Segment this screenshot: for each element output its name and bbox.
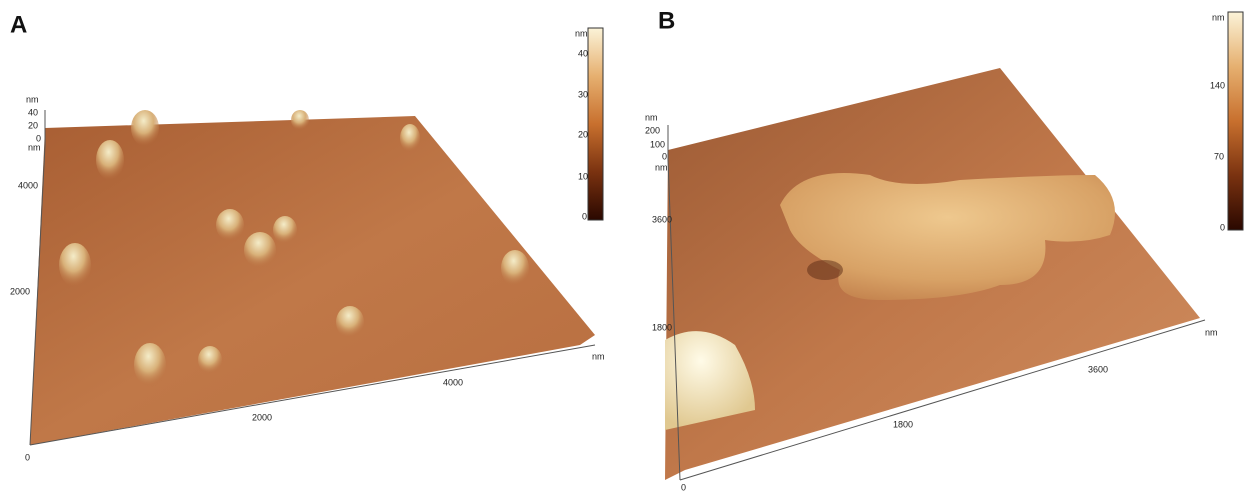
colorbar-tick: 0 [1220, 222, 1225, 232]
x-tick: 2000 [252, 412, 272, 422]
panel-b: B nm 140 70 0 nm 200 100 0 nm 3600 1800 … [645, 7, 1243, 492]
colorbar-tick: 70 [1214, 151, 1224, 161]
panel-label: A [10, 11, 27, 38]
z-tick: 100 [650, 139, 665, 149]
colorbar [1228, 12, 1243, 230]
colorbar-tick: 0 [582, 211, 587, 221]
z-tick: 20 [28, 120, 38, 130]
x-unit: nm [592, 351, 605, 361]
z-unit: nm [645, 112, 658, 122]
shadow [807, 260, 843, 280]
y-tick: 4000 [18, 180, 38, 190]
panel-label: B [658, 7, 675, 34]
y-tick: 3600 [652, 214, 672, 224]
x-tick: 4000 [443, 377, 463, 387]
x-tick: 1800 [893, 419, 913, 429]
figure: A nm 40 30 20 10 0 nm 40 20 0 nm 4000 20… [0, 0, 1245, 492]
x-tick: 0 [681, 482, 686, 492]
y-unit: nm [28, 142, 41, 152]
x-unit: nm [1205, 327, 1218, 337]
panel-a: A nm 40 30 20 10 0 nm 40 20 0 nm 4000 20… [10, 11, 605, 462]
colorbar-unit: nm [1212, 12, 1225, 22]
colorbar-tick: 30 [578, 89, 588, 99]
z-tick: 200 [645, 125, 660, 135]
colorbar-unit: nm [575, 28, 588, 38]
colorbar-tick: 10 [578, 171, 588, 181]
x-tick: 0 [25, 452, 30, 462]
colorbar-tick: 140 [1210, 80, 1225, 90]
z-tick: 40 [28, 107, 38, 117]
colorbar [588, 28, 603, 220]
z-tick: 0 [662, 151, 667, 161]
y-unit: nm [655, 162, 668, 172]
y-tick: 1800 [652, 322, 672, 332]
colorbar-tick: 20 [578, 129, 588, 139]
x-tick: 3600 [1088, 364, 1108, 374]
z-unit: nm [26, 94, 39, 104]
y-tick: 2000 [10, 286, 30, 296]
colorbar-tick: 40 [578, 48, 588, 58]
